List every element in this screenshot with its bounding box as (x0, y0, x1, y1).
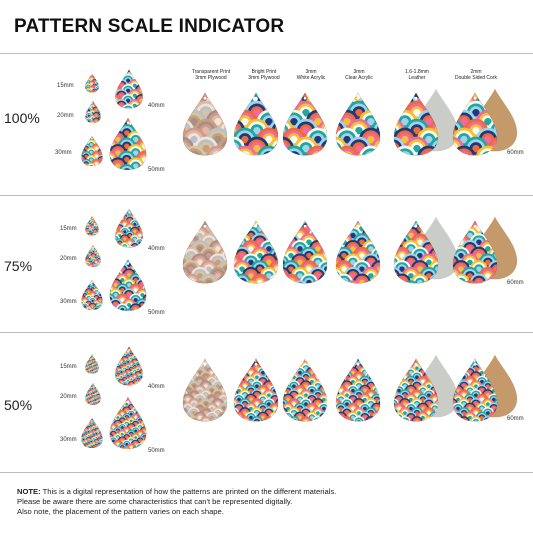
scale-percent-label: 75% (4, 258, 33, 274)
drop-transparent-plywood (182, 218, 228, 291)
material-label: 2mm Double Sided Cork (455, 69, 497, 81)
note-line-2: Please be aware there are some character… (17, 497, 293, 506)
drop-bright-plywood (233, 356, 279, 429)
size-label-30mm: 30mm (55, 150, 72, 156)
material-label: Bright Print 3mm Plywood (248, 69, 280, 81)
sample-30mm-drop (81, 135, 103, 172)
size-label-50mm: 50mm (148, 448, 165, 454)
size-label-15mm: 15mm (60, 226, 77, 232)
divider-1 (0, 195, 533, 196)
scale-section: 100% 15mm 20mm 30mm 40mm 50mm 60mm (0, 55, 533, 197)
drop-clear-acrylic (335, 90, 381, 163)
sample-20mm-drop (85, 100, 101, 129)
sample-40mm-drop (114, 208, 144, 253)
drop-white-acrylic (282, 90, 328, 163)
sample-30mm-drop (81, 279, 103, 316)
drop-clear-acrylic (335, 356, 381, 429)
drop-cork (452, 90, 498, 163)
drop-transparent-plywood (182, 356, 228, 429)
sample-20mm-drop (85, 244, 101, 273)
size-label-20mm: 20mm (57, 113, 74, 119)
divider-2 (0, 332, 533, 333)
drop-transparent-plywood (182, 90, 228, 163)
sample-15mm-drop (85, 73, 99, 98)
sample-50mm-drop (109, 258, 147, 317)
note-line-1: This is a digital representation of how … (42, 487, 337, 496)
size-label-30mm: 30mm (60, 299, 77, 305)
note: NOTE: This is a digital representation o… (17, 487, 517, 517)
note-label: NOTE: (17, 487, 41, 496)
size-label-60mm: 60mm (507, 150, 524, 156)
scale-section: 75% 15mm 20mm 30mm 40mm 50mm 60mm (0, 196, 533, 338)
sample-50mm-drop (109, 117, 147, 176)
sample-15mm-drop (85, 354, 99, 379)
sample-15mm-drop (85, 216, 99, 241)
drop-bright-plywood (233, 90, 279, 163)
size-label-40mm: 40mm (148, 246, 165, 252)
drop-leather (393, 218, 439, 291)
scale-section: 50% 15mm 20mm 30mm 40mm 50mm 60mm (0, 334, 533, 476)
sample-20mm-drop (85, 382, 101, 411)
sample-50mm-drop (109, 396, 147, 455)
material-label: 1.6-1.8mm Leather (405, 69, 429, 81)
drop-bright-plywood (233, 218, 279, 291)
material-label: 3mm White Acrylic (296, 69, 326, 81)
drop-cork (452, 218, 498, 291)
sample-30mm-drop (81, 417, 103, 454)
scale-percent-label: 100% (4, 110, 40, 126)
size-label-60mm: 60mm (507, 416, 524, 422)
size-label-15mm: 15mm (60, 364, 77, 370)
size-label-60mm: 60mm (507, 280, 524, 286)
drop-cork (452, 356, 498, 429)
size-label-50mm: 50mm (148, 310, 165, 316)
size-label-40mm: 40mm (148, 103, 165, 109)
size-label-40mm: 40mm (148, 384, 165, 390)
scale-percent-label: 50% (4, 397, 33, 413)
drop-leather (393, 356, 439, 429)
size-label-30mm: 30mm (60, 437, 77, 443)
material-label: 3mm Clear Acrylic (345, 69, 373, 81)
sample-40mm-drop (114, 69, 144, 114)
material-label: Transparent Print 3mm Plywood (191, 69, 231, 81)
divider-bottom (0, 472, 533, 473)
note-line-3: Also note, the placement of the pattern … (17, 507, 224, 516)
page-title: PATTERN SCALE INDICATOR (14, 16, 285, 37)
drop-white-acrylic (282, 356, 328, 429)
divider-top (0, 53, 533, 54)
drop-white-acrylic (282, 218, 328, 291)
drop-leather (393, 90, 439, 163)
size-label-15mm: 15mm (57, 83, 74, 89)
drop-clear-acrylic (335, 218, 381, 291)
sample-40mm-drop (114, 346, 144, 391)
size-label-20mm: 20mm (60, 394, 77, 400)
size-label-20mm: 20mm (60, 256, 77, 262)
size-label-50mm: 50mm (148, 167, 165, 173)
